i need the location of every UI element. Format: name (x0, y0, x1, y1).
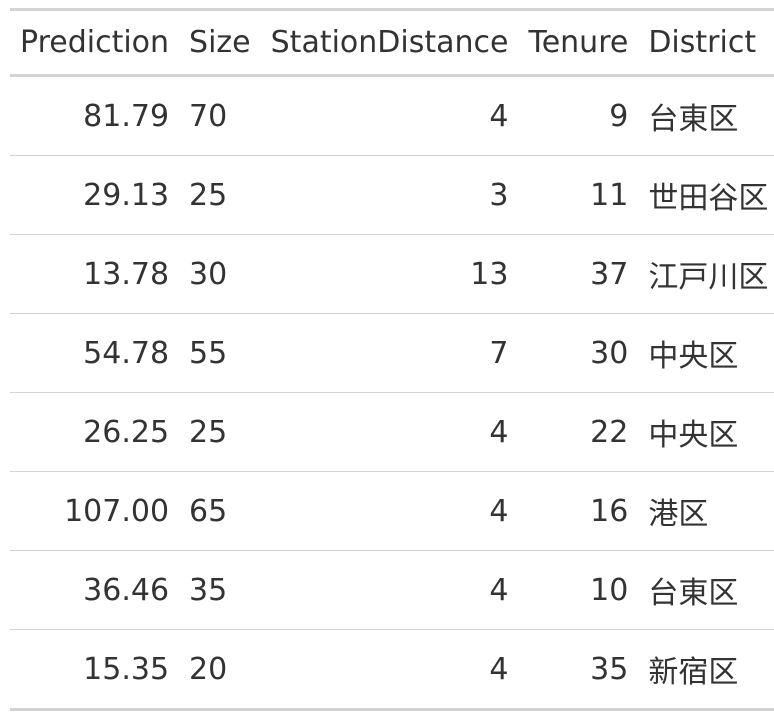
column-header-station-distance: StationDistance (260, 9, 519, 77)
cell-station-distance: 13 (260, 234, 519, 314)
cell-prediction: 15.35 (10, 629, 180, 710)
table-row: 54.78 55 7 30 中央区 (10, 313, 774, 393)
cell-tenure: 35 (518, 629, 639, 710)
column-header-size: Size (179, 9, 261, 77)
cell-prediction: 29.13 (10, 155, 180, 235)
column-header-prediction: Prediction (10, 9, 180, 77)
data-table: Prediction Size StationDistance Tenure D… (10, 8, 774, 711)
cell-station-distance: 7 (260, 313, 519, 393)
cell-district: 江戸川区 (638, 234, 774, 314)
cell-prediction: 54.78 (10, 313, 180, 393)
cell-size: 25 (179, 155, 261, 235)
cell-size: 25 (179, 392, 261, 472)
table-row: 36.46 35 4 10 台東区 (10, 550, 774, 630)
cell-size: 30 (179, 234, 261, 314)
cell-district: 中央区 (638, 392, 774, 472)
cell-district: 港区 (638, 471, 774, 551)
cell-prediction: 107.00 (10, 471, 180, 551)
cell-tenure: 9 (609, 98, 629, 134)
cell-tenure: 11 (518, 155, 639, 235)
cell-district: 世田谷区 (638, 155, 774, 235)
table-row: 15.35 20 4 35 新宿区 (10, 629, 774, 710)
cell-tenure: 16 (518, 471, 639, 551)
cell-prediction: 81.79 (83, 98, 170, 134)
cell-size: 70 (189, 98, 228, 134)
cell-size: 55 (179, 313, 261, 393)
cell-station-distance: 4 (260, 392, 519, 472)
table-row: 26.25 25 4 22 中央区 (10, 392, 774, 472)
table-row: 107.00 65 4 16 港区 (10, 471, 774, 551)
cell-size: 20 (179, 629, 261, 710)
table-row: 13.78 30 13 37 江戸川区 (10, 234, 774, 314)
cell-tenure: 22 (518, 392, 639, 472)
cell-district: 中央区 (638, 313, 774, 393)
table-row: 29.13 25 3 11 世田谷区 (10, 155, 774, 235)
cell-prediction: 26.25 (10, 392, 180, 472)
cell-station-distance: 4 (260, 550, 519, 630)
cell-district: 台東区 (638, 550, 774, 630)
table-body: 81.79 70 4 9 台東区 29.13 25 3 11 世田谷区 13.7… (10, 76, 774, 710)
cell-station-distance: 3 (260, 155, 519, 235)
cell-station-distance: 4 (260, 629, 519, 710)
cell-station-distance: 4 (489, 98, 509, 134)
cell-tenure: 30 (518, 313, 639, 393)
cell-size: 65 (179, 471, 261, 551)
column-header-tenure: Tenure (518, 9, 639, 77)
cell-district: 台東区 (648, 102, 739, 137)
cell-prediction: 13.78 (10, 234, 180, 314)
column-header-district: District (638, 9, 774, 77)
cell-district: 新宿区 (638, 629, 774, 710)
cell-tenure: 37 (518, 234, 639, 314)
cell-prediction: 36.46 (10, 550, 180, 630)
cell-station-distance: 4 (260, 471, 519, 551)
header-row: Prediction Size StationDistance Tenure D… (10, 9, 774, 77)
cell-size: 35 (179, 550, 261, 630)
cell-tenure: 10 (518, 550, 639, 630)
table-header: Prediction Size StationDistance Tenure D… (10, 9, 774, 77)
table-row: 81.79 70 4 9 台東区 (10, 76, 774, 156)
